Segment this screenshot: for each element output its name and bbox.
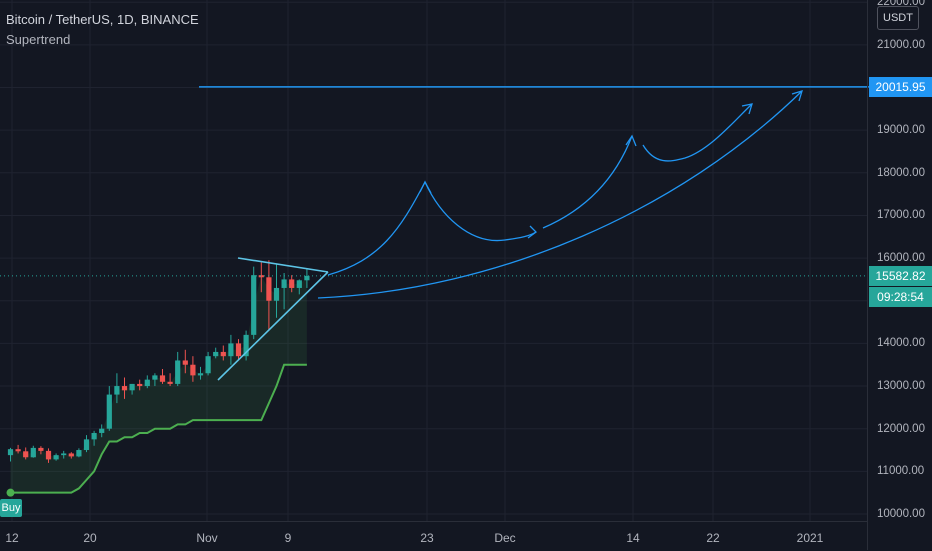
candle-body bbox=[114, 386, 120, 395]
projection-path-3 bbox=[642, 103, 753, 162]
price-axis[interactable] bbox=[867, 0, 932, 550]
candle-body bbox=[235, 343, 242, 357]
candle-body bbox=[289, 279, 295, 288]
candle-body bbox=[91, 432, 97, 440]
candle-body bbox=[144, 379, 150, 387]
candle-body bbox=[68, 453, 74, 457]
candle-body bbox=[152, 375, 158, 380]
price-label: 10000.00 bbox=[877, 508, 925, 520]
price-label: 14000.00 bbox=[877, 337, 925, 350]
countdown-badge: 09:28:54 bbox=[869, 286, 932, 307]
price-label: 13000.00 bbox=[877, 380, 925, 393]
price-label: 11000.00 bbox=[877, 465, 925, 478]
chart-grid bbox=[0, 0, 867, 521]
candle-body bbox=[99, 428, 105, 433]
price-label: 21000.00 bbox=[877, 38, 925, 51]
candle-body bbox=[76, 450, 82, 457]
time-label: 20 bbox=[83, 531, 97, 545]
projection-path-2 bbox=[542, 135, 633, 229]
candle-body bbox=[220, 351, 226, 357]
candle-body bbox=[106, 394, 112, 429]
price-label: 19000.00 bbox=[877, 124, 925, 137]
time-label: 2021 bbox=[796, 531, 824, 545]
candle-body bbox=[15, 449, 21, 452]
triangle-support-line bbox=[217, 271, 329, 381]
candle-body bbox=[266, 277, 272, 301]
price-label: 17000.00 bbox=[877, 209, 925, 222]
arrowhead bbox=[419, 180, 432, 194]
candle-body bbox=[296, 280, 302, 288]
candle-body bbox=[61, 453, 67, 456]
price-label: 22000.00 bbox=[877, 0, 925, 9]
buy-signal-label: Buy bbox=[0, 499, 22, 517]
time-label: 22 bbox=[706, 531, 720, 545]
arrowhead bbox=[791, 90, 803, 102]
supertrend-fill bbox=[10, 276, 307, 493]
symbol-title: Bitcoin / TetherUS, 1D, BINANCE bbox=[6, 12, 199, 27]
candle-body bbox=[205, 356, 211, 374]
candle-body bbox=[213, 351, 219, 357]
triangle-resistance-line bbox=[237, 257, 329, 273]
supertrend-area bbox=[10, 276, 307, 493]
supertrend-line bbox=[10, 363, 307, 494]
candle-body bbox=[228, 343, 234, 357]
candle-body bbox=[167, 381, 173, 384]
time-label: 23 bbox=[420, 531, 434, 545]
currency-button[interactable]: USDT bbox=[877, 6, 919, 30]
chart-legend: Bitcoin / TetherUS, 1D, BINANCE Supertre… bbox=[6, 10, 199, 50]
supertrend-line bbox=[6, 363, 307, 497]
candle-body bbox=[273, 287, 280, 301]
buy-signal-dot bbox=[6, 488, 15, 497]
candle-body bbox=[45, 450, 52, 460]
candle-body bbox=[197, 373, 204, 376]
arrowhead bbox=[527, 225, 537, 239]
price-label: 18000.00 bbox=[877, 166, 925, 179]
arrowhead bbox=[741, 103, 753, 115]
time-label: 9 bbox=[284, 531, 292, 545]
time-label: Nov bbox=[196, 531, 218, 545]
time-label: Dec bbox=[494, 531, 516, 545]
candles bbox=[7, 260, 310, 463]
arrowhead bbox=[625, 134, 637, 147]
candle-body bbox=[190, 364, 196, 376]
time-label: 14 bbox=[626, 531, 640, 545]
candle-body bbox=[38, 447, 44, 451]
projection-path-1 bbox=[327, 180, 537, 276]
drawings[interactable] bbox=[0, 86, 932, 381]
candle-body bbox=[7, 449, 14, 456]
time-label: 12 bbox=[5, 531, 19, 545]
candle-body bbox=[182, 360, 188, 365]
candle-body bbox=[129, 383, 135, 391]
candle-body bbox=[243, 334, 249, 357]
price-label: 12000.00 bbox=[877, 422, 925, 435]
candle-body bbox=[175, 360, 181, 384]
price-label: 16000.00 bbox=[877, 252, 925, 265]
candle-body bbox=[30, 447, 36, 458]
candle-body bbox=[159, 375, 166, 382]
candle-body bbox=[83, 439, 90, 451]
long-projection-path bbox=[317, 90, 803, 299]
candle-body bbox=[281, 279, 287, 288]
time-axis[interactable] bbox=[0, 521, 867, 551]
candle-body bbox=[137, 383, 143, 387]
candle-body bbox=[53, 455, 59, 460]
candle-body bbox=[251, 275, 257, 335]
target-price-badge: 20015.95 bbox=[869, 76, 932, 97]
last-price-badge: 15582.82 bbox=[869, 265, 932, 286]
candle-body bbox=[121, 386, 128, 391]
candle-body bbox=[304, 275, 310, 281]
indicator-title: Supertrend bbox=[6, 32, 71, 47]
candle-body bbox=[258, 275, 264, 278]
candle-body bbox=[23, 451, 29, 458]
